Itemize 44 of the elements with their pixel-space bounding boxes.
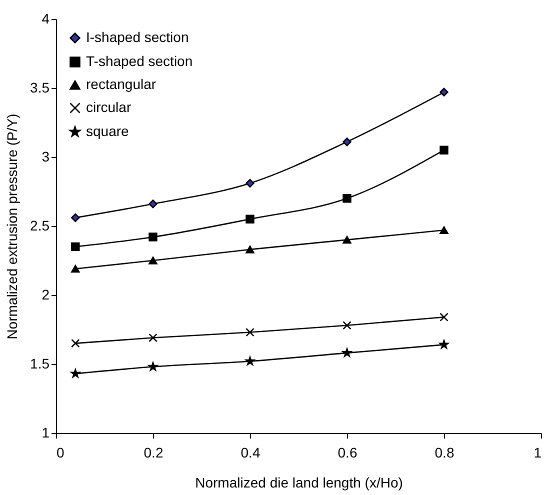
x-tick-label: 1 bbox=[534, 444, 542, 460]
point bbox=[148, 333, 158, 342]
y-tick-label: 3 bbox=[42, 148, 50, 164]
point bbox=[342, 348, 352, 357]
point bbox=[148, 232, 158, 242]
legend-label: I-shaped section bbox=[86, 29, 189, 45]
point bbox=[245, 356, 255, 366]
legend-label: T-shaped section bbox=[86, 53, 193, 69]
x-tick-label: 0.6 bbox=[338, 444, 358, 460]
point bbox=[342, 137, 352, 146]
point bbox=[440, 88, 448, 96]
point bbox=[440, 146, 448, 154]
y-tick-label: 4 bbox=[42, 10, 50, 26]
point bbox=[440, 312, 448, 322]
x-tick-label: 0.8 bbox=[434, 444, 454, 460]
point bbox=[71, 264, 80, 273]
point bbox=[440, 226, 448, 234]
y-tick-label: 1.5 bbox=[30, 356, 50, 372]
x-tick-label: 0.2 bbox=[144, 444, 164, 460]
x-axis-title: Normalized die land length (x/Ho) bbox=[195, 474, 403, 490]
point bbox=[246, 328, 254, 337]
point bbox=[71, 338, 80, 348]
point bbox=[342, 236, 352, 244]
point bbox=[148, 256, 158, 264]
point bbox=[342, 194, 352, 203]
point bbox=[246, 178, 254, 188]
point bbox=[71, 213, 80, 222]
y-tick-label: 2.5 bbox=[30, 218, 50, 234]
y-axis-title: Normalized extrusion pressure (P/Y) bbox=[4, 114, 20, 340]
legend-label: circular bbox=[86, 99, 132, 115]
y-tick-label: 2 bbox=[42, 286, 50, 302]
y-tick-label: 1 bbox=[42, 424, 50, 440]
y-tick-label: 3.5 bbox=[30, 80, 50, 96]
point bbox=[342, 321, 352, 330]
point bbox=[246, 246, 254, 254]
point bbox=[71, 242, 80, 252]
point bbox=[246, 214, 254, 224]
x-tick-label: 0 bbox=[56, 444, 64, 460]
point bbox=[148, 362, 158, 371]
point bbox=[148, 200, 158, 208]
legend-label: rectangular bbox=[86, 76, 156, 92]
x-tick-label: 0.4 bbox=[240, 444, 260, 460]
point bbox=[439, 340, 449, 349]
legend-label: square bbox=[86, 123, 130, 139]
